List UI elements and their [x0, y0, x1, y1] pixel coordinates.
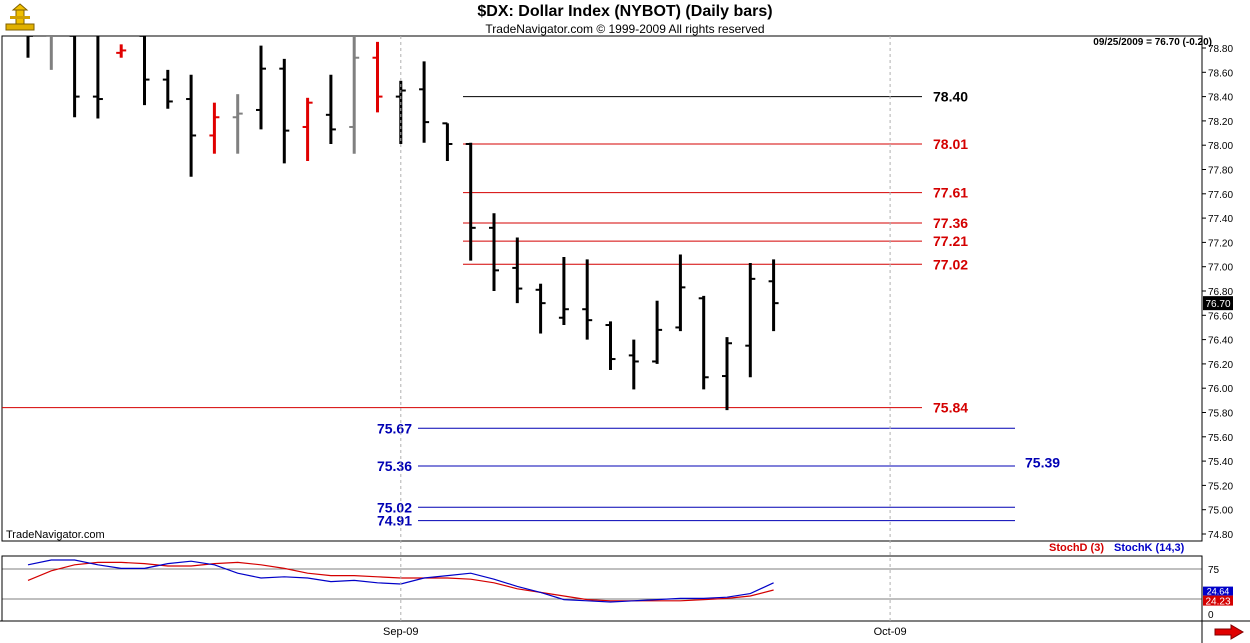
level-label: 78.40 [933, 89, 968, 105]
y-tick-label: 76.00 [1208, 384, 1233, 395]
x-tick-label: Sep-09 [383, 626, 418, 638]
ohlc-bar [698, 295, 709, 390]
y-tick-label: 76.80 [1208, 287, 1233, 298]
level-label: 77.36 [933, 215, 968, 231]
ohlc-bar [186, 74, 197, 177]
stoch-tick-label: 0 [1208, 610, 1214, 621]
price-bars [26, 36, 779, 411]
y-tick-label: 75.00 [1208, 506, 1233, 517]
y-tick-label: 77.40 [1208, 214, 1233, 225]
y-tick-label: 75.20 [1208, 481, 1233, 492]
y-tick-label: 78.60 [1208, 68, 1233, 79]
y-tick-label: 75.60 [1208, 433, 1233, 444]
ohlc-bar [465, 142, 476, 261]
x-tick-label: Oct-09 [874, 626, 907, 638]
ohlc-bar [489, 213, 499, 291]
y-tick-label: 76.20 [1208, 360, 1233, 371]
trade-navigator-logo-icon [5, 3, 35, 31]
ohlc-bar [26, 36, 33, 58]
level-label: 75.84 [933, 400, 968, 416]
level-label: 77.61 [933, 185, 968, 201]
ohlc-bar [675, 254, 686, 332]
legend-stochd: StochD (3) [1049, 542, 1104, 554]
ohlc-bar [116, 44, 127, 58]
y-tick-label: 77.20 [1208, 238, 1233, 249]
ohlc-bar [162, 69, 173, 109]
ohlc-bar [442, 122, 453, 161]
ohlc-bar [768, 259, 779, 332]
stochk-value-label: 24.64 [1207, 587, 1230, 597]
ohlc-bar [512, 237, 523, 304]
level-label: 77.02 [933, 256, 968, 272]
ohlc-bar [69, 36, 80, 118]
last-price-box [1203, 296, 1233, 311]
y-tick-label: 78.80 [1208, 44, 1233, 55]
y-tick-label: 78.40 [1208, 93, 1233, 104]
last-price-label: 76.70 [1205, 299, 1230, 310]
chart-title: $DX: Dollar Index (NYBOT) (Daily bars) [477, 3, 773, 20]
stochk-value-box [1203, 586, 1233, 596]
level-label: 75.36 [377, 458, 412, 474]
y-tick-label: 75.80 [1208, 409, 1233, 420]
ohlc-bar [722, 337, 732, 411]
level-label: 77.21 [933, 233, 968, 249]
ohlc-bar [279, 58, 290, 164]
ohlc-bar [232, 94, 243, 154]
ohlc-bar [92, 36, 103, 119]
ohlc-bar [628, 339, 639, 390]
stochd-value-label: 24.23 [1205, 597, 1230, 608]
watermark: TradeNavigator.com [6, 529, 105, 541]
ohlc-bar [302, 97, 313, 161]
y-tick-label: 77.60 [1208, 190, 1233, 201]
ohlc-bar [605, 321, 616, 370]
level-label: 75.39 [1025, 454, 1060, 470]
ohlc-bar [349, 36, 360, 154]
ohlc-bar [139, 36, 150, 106]
legend-stochk: StochK (14,3) [1114, 542, 1185, 554]
scroll-right-arrow-icon[interactable] [1214, 624, 1244, 640]
ohlc-bar [558, 256, 569, 326]
ohlc-bar [535, 283, 546, 334]
level-label: 75.02 [377, 499, 412, 515]
ohlc-bar [652, 300, 663, 364]
ohlc-bar [46, 36, 53, 70]
copyright-text: TradeNavigator.com © 1999-2009 All right… [485, 22, 765, 36]
ohlc-bar [745, 263, 756, 378]
y-tick-label: 76.40 [1208, 336, 1233, 347]
y-tick-label: 74.80 [1208, 530, 1233, 541]
stochd-value-box [1203, 595, 1233, 606]
level-label: 75.67 [377, 420, 412, 436]
ohlc-bar [582, 259, 593, 340]
ohlc-bar [372, 41, 383, 113]
y-tick-label: 78.00 [1208, 141, 1233, 152]
price-panel: 78.80 78.60 78.40 78.20 78.00 77.80 77.60 77.40… [1, 35, 1233, 542]
level-label: 78.01 [933, 136, 968, 152]
y-tick-label: 77.00 [1208, 263, 1233, 274]
ohlc-bar [209, 102, 220, 154]
ohlc-bar [419, 61, 430, 143]
ohlc-bar [325, 74, 336, 144]
y-tick-label: 75.40 [1208, 457, 1233, 468]
ohlc-bar [256, 45, 266, 130]
y-tick-label: 78.20 [1208, 117, 1233, 128]
level-label: 74.91 [377, 513, 412, 529]
y-tick-label: 76.60 [1208, 311, 1233, 322]
last-quote: 09/25/2009 = 76.70 (-0.20) [1093, 37, 1212, 48]
stoch-tick-label: 75 [1208, 565, 1220, 576]
y-tick-label: 77.80 [1208, 166, 1233, 177]
price-panel-frame [1, 35, 1203, 542]
